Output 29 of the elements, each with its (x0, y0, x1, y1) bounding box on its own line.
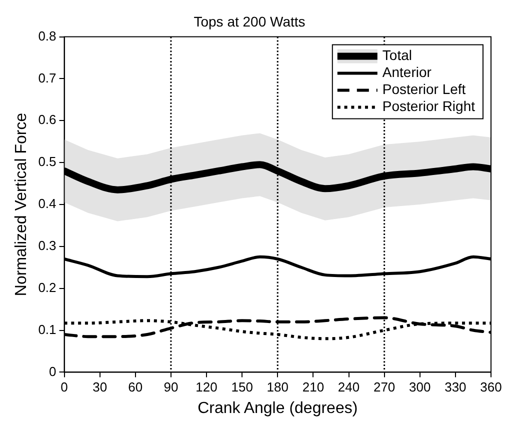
y-tick-label: 0.2 (38, 280, 56, 295)
x-tick-label: 0 (60, 380, 68, 395)
legend-label: Total (382, 47, 412, 64)
y-axis-title: Normalized Vertical Force (13, 112, 30, 296)
x-axis-title: Crank Angle (degrees) (198, 400, 358, 417)
x-tick-label: 210 (302, 380, 324, 395)
x-tick-label: 30 (92, 380, 108, 395)
y-tick-label: 0.5 (38, 154, 56, 170)
y-tick-label: 0.8 (38, 28, 56, 44)
legend-label: Anterior (382, 64, 432, 80)
x-tick-label: 330 (444, 380, 466, 395)
y-tick-label: 0.3 (38, 238, 56, 254)
x-tick-label: 360 (480, 380, 502, 395)
y-tick-label: 0.6 (38, 112, 56, 128)
x-tick-label: 90 (164, 380, 178, 395)
x-tick-label: 180 (266, 380, 288, 395)
x-tick-label: 240 (338, 380, 360, 395)
x-tick-label: 120 (196, 380, 218, 395)
x-tick-label: 60 (128, 380, 143, 395)
y-tick-label: 0.4 (38, 196, 56, 212)
y-tick-label: 0 (49, 364, 56, 379)
x-tick-label: 150 (231, 380, 253, 395)
legend-label: Posterior Left (382, 81, 466, 98)
x-tick-label: 270 (373, 380, 396, 395)
y-tick-label: 0.7 (38, 70, 56, 86)
y-tick-label: 0.1 (38, 322, 56, 337)
chart-title: Tops at 200 Watts (194, 13, 306, 30)
legend-label: Posterior Right (382, 98, 476, 114)
x-tick-label: 300 (409, 380, 431, 395)
